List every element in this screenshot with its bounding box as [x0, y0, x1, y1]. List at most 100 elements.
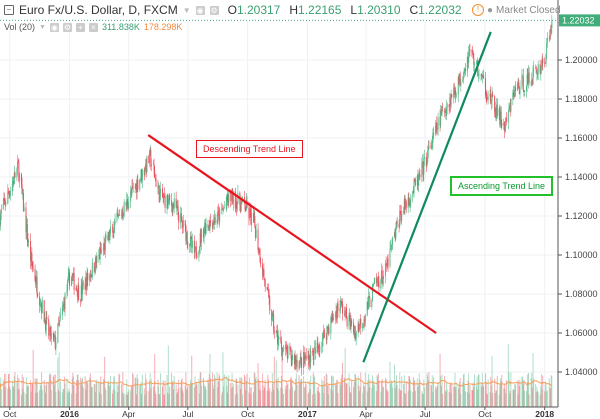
candle-body	[126, 199, 128, 206]
candle-body	[541, 58, 543, 66]
volume-bar	[404, 392, 406, 407]
volume-bar	[268, 391, 270, 407]
candle-body	[299, 356, 301, 361]
candle-body	[536, 73, 538, 74]
chevron-down-icon[interactable]: ▼	[182, 5, 191, 15]
volume-bar	[399, 372, 401, 407]
volume-bar	[295, 378, 297, 407]
candle-body	[533, 68, 535, 70]
volume-bar	[368, 373, 370, 407]
volume-bar	[76, 380, 78, 407]
volume-bar	[332, 390, 334, 407]
volume-bar	[132, 372, 134, 407]
candle-body	[276, 330, 278, 332]
candle-body	[240, 202, 242, 212]
candle-body	[23, 207, 25, 212]
candle-body	[41, 303, 43, 313]
candle-body	[287, 346, 289, 359]
volume-bar	[325, 373, 327, 407]
candle-body	[271, 310, 273, 321]
volume-bar	[157, 379, 159, 407]
candle-body	[155, 178, 157, 187]
volume-bar	[182, 392, 184, 407]
candle-body	[546, 43, 548, 55]
candle-body	[296, 359, 298, 368]
ascending-trend-line-label[interactable]: Ascending Trend Line	[450, 176, 554, 196]
candle-body	[195, 246, 197, 258]
volume-bar	[381, 381, 383, 407]
volume-bar	[239, 377, 241, 407]
symbol-title[interactable]: Euro Fx/U.S. Dollar, D, FXCM	[19, 3, 178, 17]
candle-body	[309, 355, 311, 362]
candle-body	[105, 235, 107, 238]
volume-bar	[344, 348, 346, 407]
candle-body	[266, 287, 268, 290]
candle-body	[177, 206, 179, 216]
candle-body	[355, 331, 357, 339]
gear-icon[interactable]: ⚙	[209, 5, 219, 15]
volume-bar	[305, 384, 307, 407]
plus-icon[interactable]: +	[75, 22, 85, 32]
candle-body	[78, 285, 80, 300]
volume-bar	[372, 380, 374, 407]
volume-bar	[180, 387, 182, 407]
candle-body	[398, 223, 400, 227]
candle-body	[383, 275, 384, 279]
eye-icon[interactable]: ◉	[49, 22, 59, 32]
volume-title[interactable]: Vol (20)	[4, 22, 36, 32]
volume-bar	[507, 344, 509, 407]
volume-bar	[204, 386, 206, 407]
volume-bar	[519, 380, 521, 407]
candle-body	[446, 108, 448, 116]
candle-body	[453, 87, 455, 95]
volume-bar	[389, 361, 391, 407]
chevron-down-icon[interactable]: ▼	[39, 23, 46, 31]
volume-bar	[13, 387, 15, 407]
close-icon[interactable]: ×	[88, 22, 98, 32]
candle-body	[187, 243, 189, 244]
volume-bar	[286, 384, 288, 407]
volume-bar	[139, 386, 141, 407]
volume-bar	[409, 376, 410, 407]
candle-body	[104, 243, 106, 251]
volume-bar	[533, 378, 535, 407]
descending-trend-line-label[interactable]: Descending Trend Line	[196, 140, 303, 158]
warning-icon: !	[472, 4, 484, 16]
volume-bar	[4, 374, 6, 407]
volume-bar	[16, 381, 18, 407]
volume-bar	[180, 380, 182, 407]
candle-body	[163, 195, 165, 199]
volume-bar	[35, 393, 37, 407]
gear-icon[interactable]: ⚙	[62, 22, 72, 32]
volume-bar	[262, 373, 264, 407]
volume-bar	[403, 375, 405, 407]
volume-bar	[444, 390, 446, 407]
candle-body	[544, 63, 546, 64]
candle-body	[368, 295, 370, 297]
volume-bar	[203, 383, 205, 407]
candle-body	[537, 73, 539, 75]
collapse-icon[interactable]: −	[4, 5, 14, 15]
volume-legend: Vol (20) ▼ ◉ ⚙ + × 311.838K 178.298K	[4, 22, 182, 32]
candle-body	[336, 310, 338, 319]
volume-bar	[346, 383, 348, 407]
eye-icon[interactable]: ◉	[195, 5, 205, 15]
candle-body	[318, 347, 320, 352]
volume-bar	[522, 376, 524, 407]
y-tick-label: 1.04000	[565, 367, 598, 377]
high-value: 1.22165	[298, 3, 342, 17]
candle-body	[244, 203, 246, 210]
volume-bar	[53, 374, 55, 407]
volume-bar	[360, 372, 362, 407]
volume-bar	[132, 374, 134, 407]
volume-bar	[91, 386, 93, 407]
candle-body	[414, 179, 416, 181]
candle-body	[226, 194, 228, 204]
candle-body	[416, 175, 418, 185]
ascending-trend-line[interactable]	[362, 31, 492, 363]
candle-body	[540, 67, 542, 74]
candle-body	[218, 211, 220, 222]
candle-body	[316, 342, 318, 354]
